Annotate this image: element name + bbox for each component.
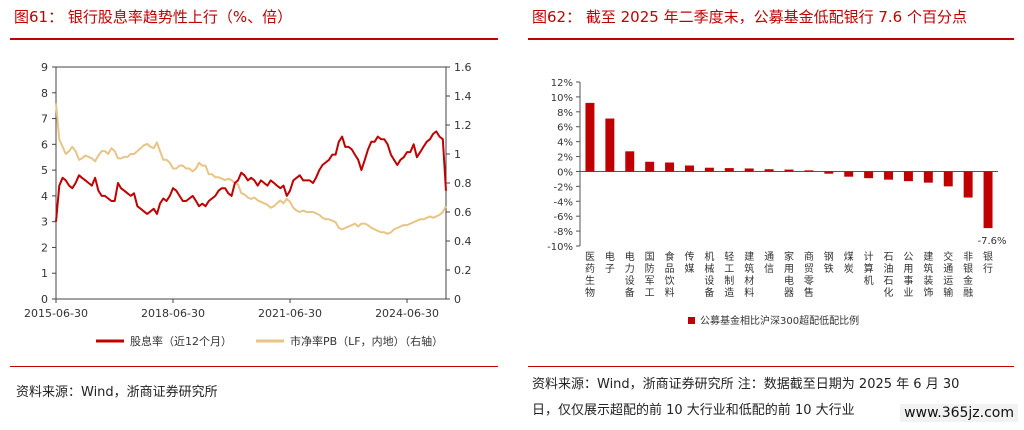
bar	[923, 171, 933, 183]
plot-frame	[55, 66, 447, 300]
dividend-yield-line	[55, 130, 447, 222]
bar	[704, 167, 714, 172]
x-tick-label: 2015-06-30	[24, 307, 88, 320]
y-left-tick-label: 9	[41, 61, 48, 74]
left-title-rule	[10, 38, 498, 40]
y-left-tick-label: 2	[41, 241, 48, 254]
category-label: 商贸零售	[804, 250, 814, 299]
category-label: 传媒	[684, 251, 694, 275]
category-label: 食品饮料	[665, 250, 675, 299]
bar	[983, 171, 993, 229]
y-right-tick-label: 1.6	[454, 61, 472, 74]
y-right-tick-label: 0.6	[454, 206, 472, 219]
legend-label-pb-ratio: 市净率PB（LF，内地）（右轴）	[290, 334, 443, 348]
right-bar-chart: 12% 10% 8% 6% 4% 2% 0% -2% -4% -6% -8% -10% 医药生物电子电力…	[547, 78, 1007, 327]
bar	[844, 171, 854, 177]
left-line-chart: 0 1 2 3 4 5 6 7 8 9 0 0.2 0.4 0.6 0.8 1 1.2 1.4 1.6 2015-06…	[24, 61, 472, 348]
y-left-tick-label: 6	[41, 138, 48, 151]
category-label: 国防军工	[645, 251, 655, 299]
category-label: 家用电器	[784, 250, 794, 299]
category-label: 交通运输	[943, 250, 953, 299]
category-label: 非银金融	[963, 251, 973, 299]
category-label: 机械设备	[704, 250, 714, 299]
bar	[764, 169, 774, 172]
y-tick-label: 6%	[557, 123, 573, 134]
x-tick-label: 2021-06-30	[258, 307, 322, 320]
category-label: 电子	[605, 250, 615, 275]
y-tick-label: -2%	[554, 182, 573, 193]
y-tick-label: 2%	[557, 153, 573, 164]
right-title-rule	[528, 38, 1014, 40]
bar	[884, 171, 894, 180]
bar	[684, 165, 694, 172]
bar	[903, 171, 913, 182]
left-chart-title: 图61： 银行股息率趋势性上行（%、倍）	[14, 8, 293, 26]
y-right-tick-label: 0.4	[454, 235, 472, 248]
bar	[585, 102, 595, 172]
y-right-tick-label: 0.8	[454, 177, 472, 190]
category-label: 钢铁	[824, 250, 834, 275]
right-source-note-line1: 资料来源：Wind，浙商证券研究所 注：数据截至日期为 2025 年 6 月 3…	[532, 377, 960, 392]
category-label: 医药生物	[585, 251, 595, 299]
bar	[864, 171, 874, 179]
bar	[784, 169, 794, 172]
category-label: 银行	[983, 250, 993, 275]
right-source-note-line2: 日，仅仅展示超配的前 10 大行业和低配的前 10 大行业	[532, 403, 855, 418]
category-label: 石油石化	[884, 252, 894, 299]
y-right-tick-label: 1.4	[454, 90, 472, 103]
y-right-tick-label: 1	[454, 148, 461, 161]
bar	[605, 118, 615, 172]
category-label: 轻工制造	[724, 250, 734, 299]
y-right-tick-label: 0	[454, 293, 461, 306]
y-left-tick-label: 3	[41, 216, 48, 229]
y-tick-label: -4%	[554, 197, 573, 208]
left-source-rule	[10, 366, 498, 367]
category-label: 建筑材料	[744, 250, 754, 299]
bar	[824, 171, 834, 174]
pb-ratio-line	[55, 103, 447, 235]
y-tick-label: 8%	[557, 108, 573, 119]
left-source-note: 资料来源：Wind，浙商证券研究所	[16, 385, 218, 400]
legend-label: 公募基金相比沪深300超配低配比例	[700, 314, 859, 327]
category-label: 建筑装饰	[923, 250, 933, 299]
y-left-tick-label: 0	[41, 293, 48, 306]
bar	[963, 171, 973, 198]
watermark: www.365jz.com	[900, 404, 1018, 422]
bar	[744, 168, 754, 172]
legend-label-dividend-yield: 股息率（近12个月）	[130, 334, 232, 348]
x-tick-label: 2018-06-30	[141, 307, 205, 320]
category-label: 煤炭	[844, 250, 854, 275]
y-tick-label: 12%	[551, 78, 573, 89]
data-label-bank: -7.6%	[978, 236, 1007, 247]
y-tick-label: -6%	[554, 212, 573, 223]
bar	[943, 171, 953, 187]
y-right-tick-label: 0.2	[454, 264, 472, 277]
y-left-tick-label: 8	[41, 87, 48, 100]
category-label: 计算机	[864, 250, 874, 287]
y-tick-label: -10%	[547, 242, 573, 253]
bar	[724, 168, 734, 172]
bar	[665, 162, 675, 172]
category-label: 电力设备	[625, 250, 635, 299]
y-tick-label: -8%	[554, 227, 573, 238]
y-left-tick-label: 5	[41, 164, 48, 177]
y-left-tick-label: 1	[41, 267, 48, 280]
right-source-rule	[528, 366, 1014, 367]
category-label: 公用事业	[903, 252, 913, 299]
y-right-tick-label: 1.2	[454, 119, 472, 132]
y-tick-label: 0%	[557, 167, 573, 178]
x-tick-label: 2024-06-30	[375, 307, 439, 320]
y-left-tick-label: 4	[41, 190, 48, 203]
right-chart-title: 图62： 截至 2025 年二季度末，公募基金低配银行 7.6 个百分点	[532, 8, 967, 26]
y-left-tick-label: 7	[41, 113, 48, 126]
category-label: 通信	[764, 251, 774, 275]
bar	[804, 170, 814, 172]
bar	[645, 161, 655, 172]
bar	[625, 151, 635, 172]
y-tick-label: 4%	[557, 138, 573, 149]
legend-swatch	[688, 317, 695, 324]
y-tick-label: 10%	[551, 93, 573, 104]
